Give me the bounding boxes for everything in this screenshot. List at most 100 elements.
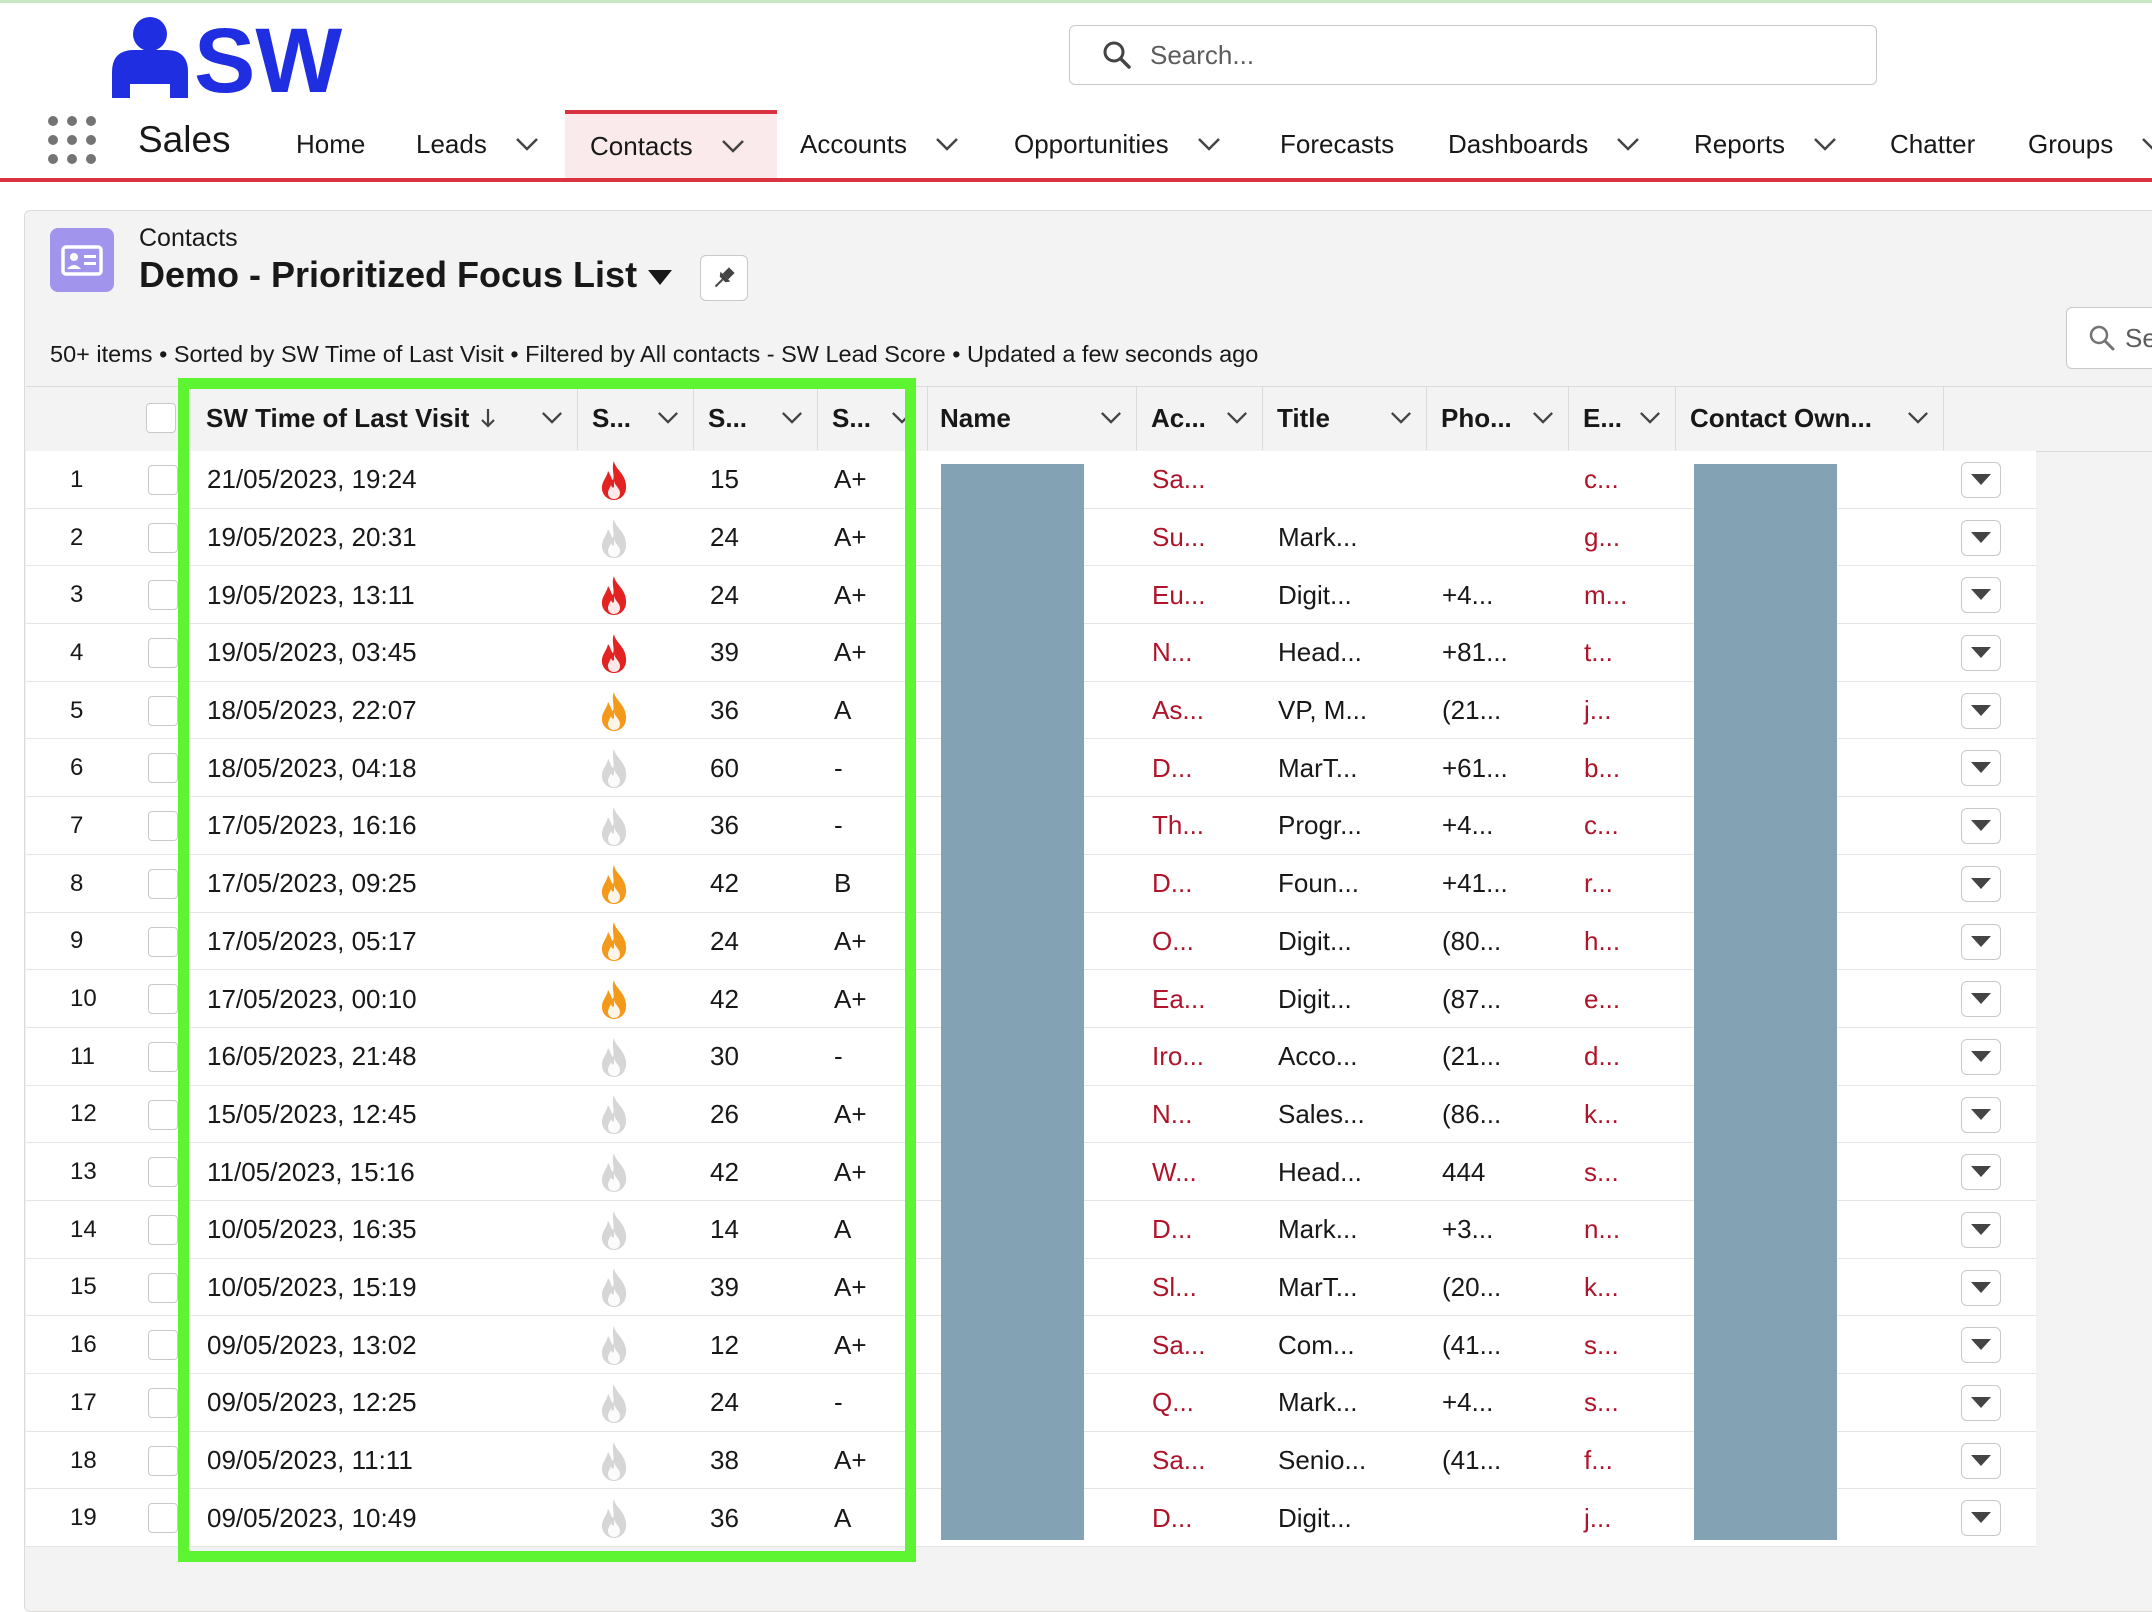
list-search-input[interactable]: Se: [2066, 307, 2152, 369]
column-header-1[interactable]: S...: [578, 386, 694, 450]
account-link[interactable]: Th...: [1152, 810, 1205, 841]
row-action-button[interactable]: [1961, 1154, 2001, 1191]
email-link[interactable]: c...: [1584, 810, 1619, 841]
row-action-button[interactable]: [1961, 865, 2001, 902]
nav-item-chatter[interactable]: Chatter: [1890, 110, 1975, 178]
row-checkbox[interactable]: [148, 1388, 178, 1418]
row-checkbox[interactable]: [148, 1445, 178, 1476]
global-search-input[interactable]: Search...: [1069, 25, 1877, 85]
account-link[interactable]: Sl...: [1152, 1271, 1197, 1302]
row-action-button[interactable]: [1961, 577, 2001, 614]
email-link[interactable]: d...: [1584, 1041, 1621, 1072]
column-header-5[interactable]: Ac...: [1137, 386, 1263, 450]
account-link[interactable]: Sa...: [1152, 1329, 1206, 1360]
email-link[interactable]: c...: [1584, 464, 1619, 495]
row-checkbox[interactable]: [148, 753, 178, 784]
row-action-button[interactable]: [1961, 1385, 2001, 1421]
row-checkbox[interactable]: [148, 1330, 178, 1361]
column-header-4[interactable]: Name: [926, 386, 1137, 450]
row-action-button[interactable]: [1961, 462, 2001, 498]
row-action-button[interactable]: [1961, 1038, 2001, 1075]
account-link[interactable]: D...: [1152, 752, 1193, 783]
row-action-button[interactable]: [1961, 750, 2001, 787]
nav-item-dashboards[interactable]: Dashboards: [1448, 110, 1640, 178]
email-link[interactable]: s...: [1584, 1329, 1619, 1360]
account-link[interactable]: W...: [1152, 1156, 1197, 1187]
row-action-button[interactable]: [1961, 1269, 2001, 1306]
sw-logo[interactable]: SW: [110, 14, 360, 98]
row-action-button[interactable]: [1961, 519, 2001, 556]
account-link[interactable]: D...: [1152, 1502, 1193, 1533]
row-action-button[interactable]: [1961, 1211, 2001, 1248]
account-link[interactable]: N...: [1152, 1098, 1193, 1129]
row-action-button[interactable]: [1961, 1327, 2001, 1364]
nav-item-home[interactable]: Home: [296, 110, 365, 178]
nav-item-accounts[interactable]: Accounts: [800, 110, 959, 178]
email-link[interactable]: f...: [1584, 1445, 1613, 1476]
pin-button[interactable]: [700, 255, 748, 301]
column-header-7[interactable]: Pho...: [1427, 386, 1569, 450]
row-action-button[interactable]: [1961, 635, 2001, 672]
email-link[interactable]: b...: [1584, 752, 1621, 783]
account-link[interactable]: N...: [1152, 637, 1193, 668]
column-header-8[interactable]: E...: [1569, 386, 1676, 450]
list-view-title[interactable]: Demo - Prioritized Focus List: [139, 254, 638, 295]
nav-item-opportunities[interactable]: Opportunities: [1014, 110, 1221, 178]
row-action-button[interactable]: [1961, 692, 2001, 729]
column-header-3[interactable]: S...: [818, 386, 928, 450]
row-checkbox[interactable]: [148, 811, 178, 842]
email-link[interactable]: g...: [1584, 522, 1621, 553]
column-header-0[interactable]: SW Time of Last Visit: [192, 386, 578, 450]
account-link[interactable]: Sa...: [1152, 1445, 1206, 1476]
nav-item-contacts[interactable]: Contacts: [565, 110, 777, 178]
email-link[interactable]: s...: [1584, 1387, 1619, 1418]
row-checkbox[interactable]: [148, 1214, 178, 1245]
row-action-button[interactable]: [1961, 1500, 2001, 1537]
email-link[interactable]: j...: [1584, 1502, 1612, 1533]
account-link[interactable]: Ea...: [1152, 983, 1206, 1014]
account-link[interactable]: Su...: [1152, 522, 1206, 553]
row-action-button[interactable]: [1961, 1442, 2001, 1479]
email-link[interactable]: h...: [1584, 925, 1621, 956]
email-link[interactable]: r...: [1584, 868, 1613, 899]
row-action-button[interactable]: [1961, 808, 2001, 845]
email-link[interactable]: n...: [1584, 1214, 1621, 1245]
nav-item-forecasts[interactable]: Forecasts: [1280, 110, 1394, 178]
row-checkbox[interactable]: [148, 1503, 178, 1534]
account-link[interactable]: Iro...: [1152, 1041, 1205, 1072]
row-checkbox[interactable]: [148, 1157, 178, 1188]
row-checkbox[interactable]: [148, 465, 178, 495]
account-link[interactable]: As...: [1152, 695, 1205, 726]
email-link[interactable]: t...: [1584, 637, 1613, 668]
row-checkbox[interactable]: [148, 1272, 178, 1303]
row-checkbox[interactable]: [148, 984, 178, 1015]
row-checkbox[interactable]: [148, 1041, 178, 1072]
row-action-button[interactable]: [1961, 1096, 2001, 1133]
email-link[interactable]: s...: [1584, 1156, 1619, 1187]
select-all-checkbox[interactable]: [146, 403, 176, 433]
row-action-button[interactable]: [1961, 981, 2001, 1018]
nav-item-groups[interactable]: Groups: [2028, 110, 2152, 178]
email-link[interactable]: m...: [1584, 579, 1628, 610]
row-checkbox[interactable]: [148, 638, 178, 669]
app-launcher-icon[interactable]: [48, 116, 96, 164]
account-link[interactable]: D...: [1152, 1214, 1193, 1245]
column-header-9[interactable]: Contact Own...: [1676, 386, 1944, 450]
row-checkbox[interactable]: [148, 926, 178, 957]
row-checkbox[interactable]: [148, 868, 178, 899]
nav-item-reports[interactable]: Reports: [1694, 110, 1837, 178]
account-link[interactable]: O...: [1152, 925, 1194, 956]
row-checkbox[interactable]: [148, 580, 178, 611]
row-checkbox[interactable]: [148, 1099, 178, 1130]
account-link[interactable]: Eu...: [1152, 579, 1206, 610]
caret-down-icon[interactable]: [648, 270, 672, 286]
email-link[interactable]: e...: [1584, 983, 1621, 1014]
row-checkbox[interactable]: [148, 695, 178, 726]
row-action-button[interactable]: [1961, 923, 2001, 960]
column-header-2[interactable]: S...: [694, 386, 818, 450]
row-checkbox[interactable]: [148, 522, 178, 553]
email-link[interactable]: k...: [1584, 1271, 1619, 1302]
account-link[interactable]: Sa...: [1152, 464, 1206, 495]
email-link[interactable]: j...: [1584, 695, 1612, 726]
account-link[interactable]: D...: [1152, 868, 1193, 899]
